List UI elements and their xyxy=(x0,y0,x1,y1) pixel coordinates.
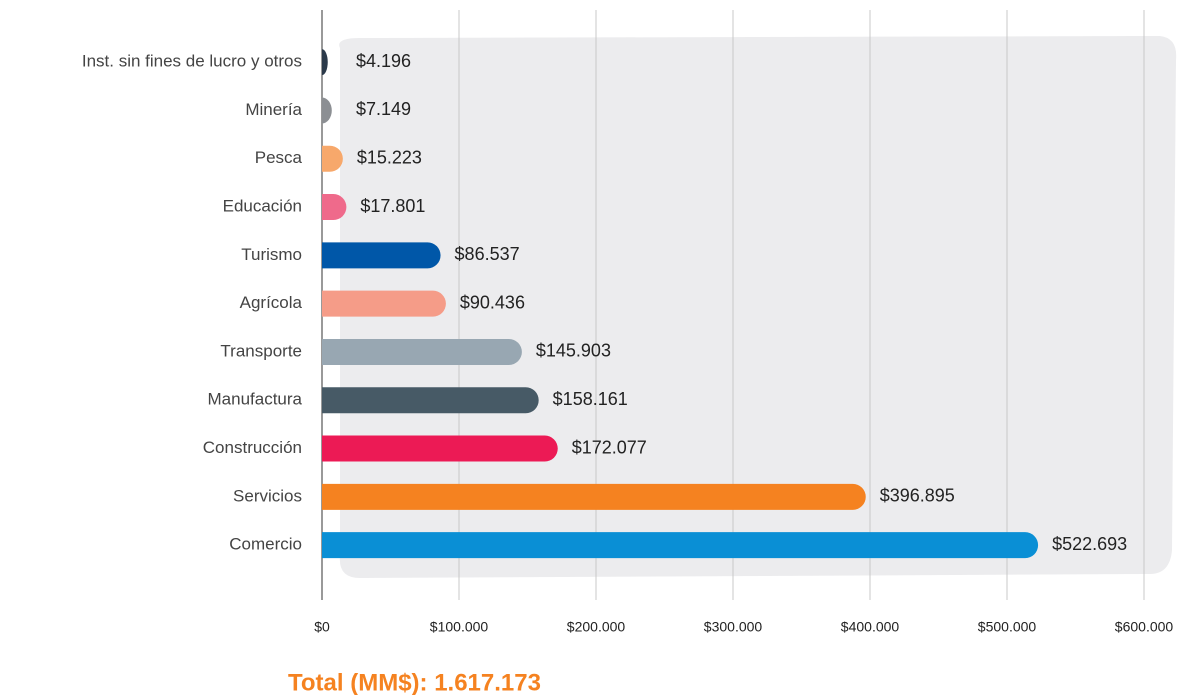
y-tick-label: Construcción xyxy=(203,438,302,457)
y-tick-label: Comercio xyxy=(229,535,302,554)
x-tick-label: $600.000 xyxy=(1115,619,1174,635)
x-tick-label: $300.000 xyxy=(704,619,763,635)
y-tick-label: Educación xyxy=(223,197,302,216)
x-tick-label: $100.000 xyxy=(430,619,489,635)
bar xyxy=(322,290,446,317)
value-label: $17.801 xyxy=(360,196,425,216)
x-tick-label: $0 xyxy=(314,619,330,635)
total: Total (MM$): 1.617.173 xyxy=(288,669,541,695)
x-tick-label: $400.000 xyxy=(841,619,900,635)
value-label: $396.895 xyxy=(880,486,955,506)
bar xyxy=(322,338,522,365)
bar xyxy=(322,532,1039,559)
y-tick-label: Inst. sin fines de lucro y otros xyxy=(82,52,302,71)
value-label: $158.161 xyxy=(553,389,628,409)
bar xyxy=(322,387,539,414)
x-tick-label: $200.000 xyxy=(567,619,626,635)
value-label: $90.436 xyxy=(460,292,525,312)
y-tick-label: Pesca xyxy=(255,148,303,167)
value-label: $86.537 xyxy=(455,244,520,264)
bar xyxy=(322,145,343,172)
y-tick-label: Servicios xyxy=(233,486,302,505)
y-tick-label: Agrícola xyxy=(240,293,303,312)
value-label: $145.903 xyxy=(536,341,611,361)
bar xyxy=(322,49,328,76)
value-label: $4.196 xyxy=(356,51,411,71)
bar xyxy=(322,242,441,269)
bar xyxy=(322,97,332,124)
bar xyxy=(322,483,866,510)
value-label: $7.149 xyxy=(356,99,411,119)
y-tick-label: Manufactura xyxy=(208,390,303,409)
x-tick-label: $500.000 xyxy=(978,619,1037,635)
value-label: $172.077 xyxy=(572,437,647,457)
value-label: $522.693 xyxy=(1052,534,1127,554)
bars: Inst. sin fines de lucro y otros $4.196 Mi… xyxy=(82,49,1127,559)
value-label: $15.223 xyxy=(357,148,422,168)
bar xyxy=(322,194,347,221)
bar xyxy=(322,435,558,462)
y-tick-label: Turismo xyxy=(241,245,302,264)
y-tick-label: Minería xyxy=(245,100,302,119)
y-tick-label: Transporte xyxy=(220,341,302,360)
